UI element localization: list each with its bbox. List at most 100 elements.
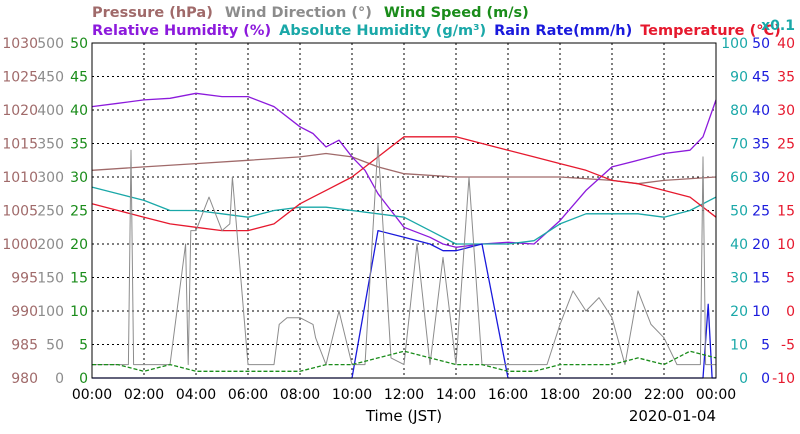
y-tick-label-wind_direction: 400 (37, 103, 64, 119)
multiplier-label: x0.1 (761, 18, 795, 34)
y-tick-label-temperature: 20 (777, 170, 795, 186)
x-tick-label: 00:00 (696, 387, 736, 403)
x-tick-label: 22:00 (644, 387, 684, 403)
legend-entry-rain_rate: Rain Rate(mm/h) (494, 23, 632, 39)
series-wind_speed (92, 350, 717, 372)
left-axes: 1030102510201015101010051000995990985980… (2, 36, 88, 387)
y-tick-label-pressure: 985 (11, 338, 38, 354)
legend-entry-relative_humidity: Relative Humidity (%) (92, 23, 271, 39)
y-tick-label-wind_speed: 45 (70, 70, 88, 86)
y-tick-label-temperature: 25 (777, 137, 795, 153)
y-tick-label-absolute_humidity: 50 (730, 204, 748, 220)
y-tick-label-pressure: 1000 (2, 237, 38, 253)
y-tick-label-wind_speed: 0 (79, 371, 88, 387)
y-tick-label-rain_rate: 45 (752, 70, 770, 86)
y-tick-label-rain_rate: 30 (752, 170, 770, 186)
y-tick-label-pressure: 1030 (2, 36, 38, 52)
y-tick-label-wind_direction: 50 (46, 338, 64, 354)
x-tick-label: 00:00 (72, 387, 112, 403)
y-tick-label-absolute_humidity: 10 (730, 338, 748, 354)
y-tick-label-rain_rate: 10 (752, 304, 770, 320)
y-tick-label-wind_direction: 450 (37, 70, 64, 86)
y-tick-label-pressure: 1015 (2, 137, 38, 153)
date-label: 2020-01-04 (629, 407, 716, 425)
y-tick-label-wind_direction: 0 (55, 371, 64, 387)
x-tick-label: 06:00 (228, 387, 268, 403)
x-tick-label: 14:00 (436, 387, 476, 403)
y-tick-label-temperature: 40 (777, 36, 795, 52)
y-tick-label-pressure: 1005 (2, 204, 38, 220)
x-tick-label: 10:00 (332, 387, 372, 403)
y-tick-label-rain_rate: 25 (752, 204, 770, 220)
x-tick-label: 04:00 (176, 387, 216, 403)
x-tick-label: 18:00 (540, 387, 580, 403)
y-tick-label-rain_rate: 0 (761, 371, 770, 387)
series-relative_humidity (91, 92, 717, 248)
y-tick-label-rain_rate: 40 (752, 103, 770, 119)
y-tick-label-temperature: 0 (786, 304, 795, 320)
series-absolute_humidity (91, 186, 717, 245)
series-group (91, 92, 717, 379)
y-tick-label-absolute_humidity: 20 (730, 304, 748, 320)
y-tick-label-wind_direction: 200 (37, 237, 64, 253)
y-tick-label-rain_rate: 15 (752, 271, 770, 287)
y-tick-label-pressure: 995 (11, 271, 38, 287)
x-tick-label: 08:00 (280, 387, 320, 403)
y-tick-label-wind_speed: 30 (70, 170, 88, 186)
grid (92, 43, 716, 378)
y-tick-label-absolute_humidity: 40 (730, 237, 748, 253)
y-tick-label-rain_rate: 20 (752, 237, 770, 253)
y-tick-label-wind_speed: 25 (70, 204, 88, 220)
y-tick-label-wind_direction: 300 (37, 170, 64, 186)
y-tick-label-temperature: -10 (772, 371, 795, 387)
y-tick-label-absolute_humidity: 100 (721, 36, 748, 52)
x-axis: 00:00 02:00 04:00 06:00 08:00 10:00 12:00 14:00… (72, 387, 736, 403)
legend-entry-wind_direction: Wind Direction (°) (225, 5, 372, 21)
x-tick-label: 12:00 (384, 387, 424, 403)
y-tick-label-temperature: 35 (777, 70, 795, 86)
y-tick-label-wind_speed: 35 (70, 137, 88, 153)
y-tick-label-wind_speed: 10 (70, 304, 88, 320)
y-tick-label-temperature: 30 (777, 103, 795, 119)
y-tick-label-absolute_humidity: 60 (730, 170, 748, 186)
y-tick-label-rain_rate: 50 (752, 36, 770, 52)
y-tick-label-rain_rate: 35 (752, 137, 770, 153)
y-tick-label-wind_direction: 100 (37, 304, 64, 320)
legend-entry-wind_speed: Wind Speed (m/s) (384, 5, 529, 21)
y-tick-label-wind_direction: 250 (37, 204, 64, 220)
y-tick-label-temperature: -5 (781, 338, 795, 354)
legend-entry-temperature: Temperature (°C) (640, 23, 781, 39)
y-tick-label-temperature: 15 (777, 204, 795, 220)
legend-entry-absolute_humidity: Absolute Humidity (g/m³) (279, 23, 486, 39)
legend-entry-pressure: Pressure (hPa) (92, 5, 213, 21)
legend: Pressure (hPa) Wind Direction (°) Wind Spe… (92, 5, 781, 39)
y-tick-label-wind_direction: 350 (37, 137, 64, 153)
y-tick-label-absolute_humidity: 80 (730, 103, 748, 119)
y-tick-label-absolute_humidity: 0 (739, 371, 748, 387)
x-tick-label: 02:00 (124, 387, 164, 403)
y-tick-label-pressure: 1010 (2, 170, 38, 186)
right-axes: 1009080706050403020100504540353025201510… (721, 18, 795, 387)
x-tick-label: 20:00 (592, 387, 632, 403)
y-tick-label-wind_direction: 500 (37, 36, 64, 52)
y-tick-label-absolute_humidity: 90 (730, 70, 748, 86)
y-tick-label-temperature: 5 (786, 271, 795, 287)
y-tick-label-wind_speed: 40 (70, 103, 88, 119)
y-tick-label-temperature: 10 (777, 237, 795, 253)
series-wind_direction (92, 143, 716, 366)
x-axis-title: Time (JST) (365, 407, 442, 425)
y-tick-label-wind_speed: 5 (79, 338, 88, 354)
y-tick-label-absolute_humidity: 30 (730, 271, 748, 287)
y-tick-label-pressure: 980 (11, 371, 38, 387)
plot-frame (91, 42, 717, 379)
y-tick-label-wind_speed: 15 (70, 271, 88, 287)
y-tick-label-pressure: 990 (11, 304, 38, 320)
y-tick-label-wind_direction: 150 (37, 271, 64, 287)
y-tick-label-wind_speed: 20 (70, 237, 88, 253)
y-tick-label-absolute_humidity: 70 (730, 137, 748, 153)
y-tick-label-wind_speed: 50 (70, 36, 88, 52)
x-tick-label: 16:00 (488, 387, 528, 403)
y-tick-label-pressure: 1020 (2, 103, 38, 119)
y-tick-label-rain_rate: 5 (761, 338, 770, 354)
